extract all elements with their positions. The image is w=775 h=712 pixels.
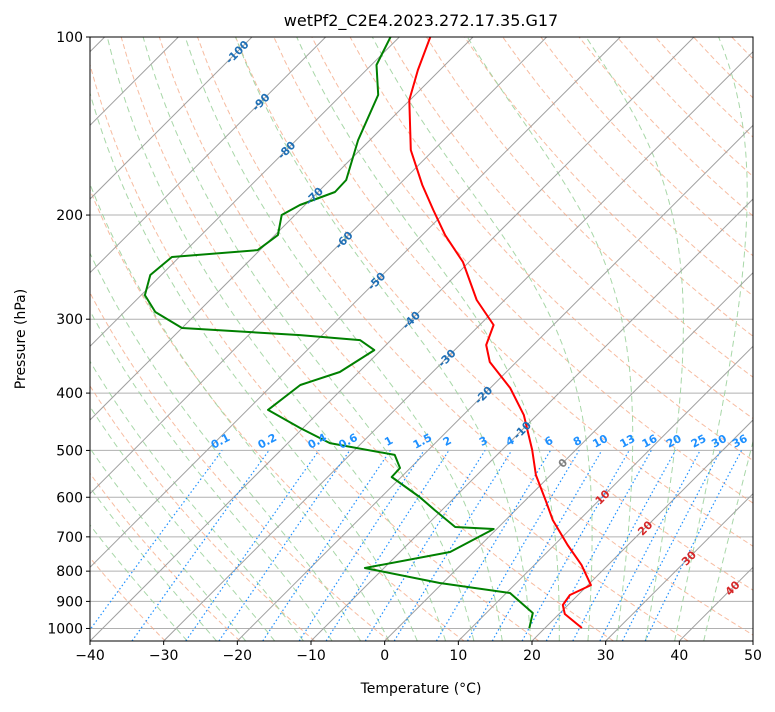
temperature-line bbox=[409, 37, 591, 628]
isotherm-label: 0 bbox=[556, 456, 571, 471]
moist-adiabat bbox=[704, 37, 775, 641]
x-tick-label: −10 bbox=[296, 648, 326, 664]
mixing-ratio-line bbox=[468, 450, 580, 641]
mixing-ratio-line bbox=[546, 450, 651, 641]
mixing-ratio-label: 20 bbox=[664, 432, 684, 451]
isotherm bbox=[532, 37, 775, 641]
moist-adiabat bbox=[675, 37, 748, 641]
dry-adiabat bbox=[388, 37, 775, 641]
dry-adiabat bbox=[655, 37, 775, 641]
background-lines bbox=[0, 37, 775, 641]
dry-adiabat bbox=[465, 37, 775, 641]
y-tick-label: 1000 bbox=[47, 621, 83, 637]
x-tick-label: 10 bbox=[449, 648, 467, 664]
x-tick-label: 20 bbox=[523, 648, 541, 664]
mixing-ratio-label: 25 bbox=[689, 432, 709, 451]
dry-adiabat bbox=[7, 37, 390, 641]
mixing-ratio-line bbox=[299, 450, 424, 641]
y-tick-label: 700 bbox=[56, 530, 83, 546]
x-tick-label: 40 bbox=[670, 648, 688, 664]
x-tick-label: −30 bbox=[149, 648, 179, 664]
dry-adiabat bbox=[159, 37, 688, 641]
moist-adiabat bbox=[25, 37, 361, 641]
mixing-ratio-line bbox=[573, 450, 676, 641]
x-tick-label: −20 bbox=[223, 648, 253, 664]
mixing-ratio-label: 1.5 bbox=[411, 431, 434, 452]
isotherm bbox=[0, 37, 252, 641]
isotherm bbox=[458, 37, 775, 641]
y-tick-label: 200 bbox=[56, 208, 83, 224]
y-tick-label: 800 bbox=[56, 564, 83, 580]
isotherm bbox=[385, 37, 775, 641]
mixing-ratio-line bbox=[365, 450, 485, 641]
x-axis-label: Temperature (°C) bbox=[360, 681, 482, 697]
isotherm bbox=[753, 37, 775, 641]
mixing-ratio-label: 13 bbox=[618, 432, 638, 451]
mixing-ratio-label: 8 bbox=[571, 434, 584, 449]
mixing-ratio-line bbox=[326, 450, 449, 641]
moist-adiabat bbox=[0, 37, 275, 641]
isotherm-label: -80 bbox=[275, 138, 298, 161]
mixing-ratio-label: 16 bbox=[640, 432, 660, 451]
mixing-ratio-label: 30 bbox=[709, 432, 729, 451]
mixing-ratio-label: 10 bbox=[590, 432, 610, 451]
y-axis-label: Pressure (hPa) bbox=[13, 289, 29, 389]
dry-adiabat bbox=[236, 37, 775, 641]
chart-title: wetPf2_C2E4.2023.272.17.35.G17 bbox=[284, 11, 558, 31]
x-tick-label: 0 bbox=[380, 648, 389, 664]
mixing-ratio-label: 3 bbox=[477, 434, 490, 449]
dry-adiabat bbox=[83, 37, 539, 641]
dry-adiabat bbox=[770, 37, 775, 641]
profile-lines bbox=[145, 37, 591, 628]
dry-adiabat bbox=[350, 37, 775, 641]
mixing-ratio-label: 0.1 bbox=[209, 431, 232, 452]
x-tick-label: 30 bbox=[597, 648, 615, 664]
mixing-ratio-label: 1 bbox=[382, 434, 395, 449]
isotherm bbox=[164, 37, 768, 641]
y-tick-label: 100 bbox=[56, 30, 83, 46]
dry-adiabat bbox=[0, 37, 315, 641]
mixing-ratio-label: 0.2 bbox=[256, 431, 279, 452]
dry-adiabat bbox=[198, 37, 763, 641]
y-tick-label: 600 bbox=[56, 490, 83, 506]
isotherm bbox=[16, 37, 620, 641]
moist-adiabat bbox=[467, 37, 632, 641]
y-tick-label: 500 bbox=[56, 443, 83, 459]
mixing-ratio-label: 2 bbox=[441, 434, 454, 449]
mixing-ratio-label: 0.4 bbox=[306, 431, 330, 452]
mixing-ratio-line bbox=[622, 450, 720, 641]
dry-adiabat bbox=[694, 37, 775, 641]
mixing-ratio-label: 36 bbox=[730, 432, 750, 451]
isotherm-label: -100 bbox=[223, 38, 252, 67]
moist-adiabat bbox=[76, 37, 417, 641]
moist-adiabat bbox=[0, 37, 246, 641]
dry-adiabat bbox=[426, 37, 775, 641]
isotherm bbox=[0, 37, 547, 641]
mixing-ratio-line bbox=[82, 450, 222, 641]
y-tick-label: 400 bbox=[56, 386, 83, 402]
y-tick-label: 900 bbox=[56, 594, 83, 610]
mixing-ratio-label: 6 bbox=[543, 434, 556, 449]
x-tick-label: −40 bbox=[75, 648, 105, 664]
dry-adiabat bbox=[0, 37, 240, 641]
x-tick-label: 50 bbox=[744, 648, 762, 664]
moist-adiabat bbox=[586, 37, 683, 641]
moist-adiabat bbox=[0, 37, 217, 641]
isotherm bbox=[90, 37, 694, 641]
y-tick-label: 300 bbox=[56, 312, 83, 328]
moist-adiabat bbox=[3, 37, 332, 641]
